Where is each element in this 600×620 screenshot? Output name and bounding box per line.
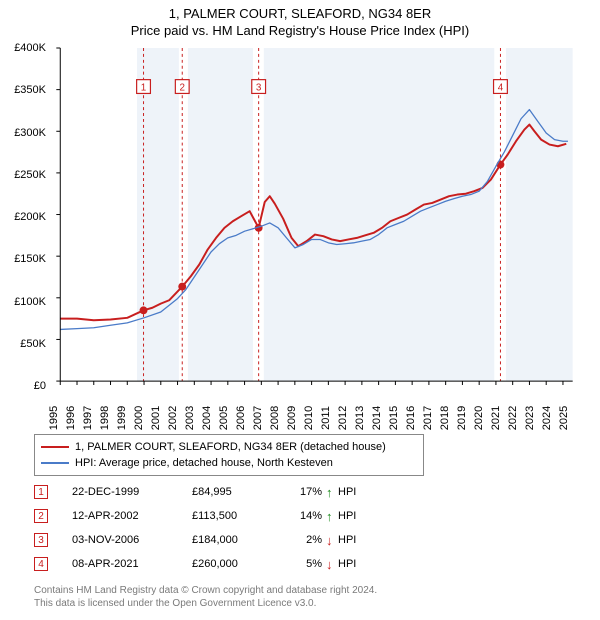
x-axis: 1995199619971998199920002001200220032004…: [54, 390, 574, 430]
x-tick-label: 2025: [558, 406, 570, 430]
x-tick-label: 1997: [82, 406, 94, 430]
event-arrow-icon: ↓: [326, 533, 338, 548]
chart-area: 1 2 3 4: [54, 48, 574, 386]
x-tick-label: 2003: [184, 406, 196, 430]
event-date: 03-NOV-2006: [72, 534, 192, 546]
event-arrow-icon: ↑: [326, 485, 338, 500]
footer-line2: This data is licensed under the Open Gov…: [34, 597, 377, 610]
price-chart-figure: 1, PALMER COURT, SLEAFORD, NG34 8ER Pric…: [0, 0, 600, 620]
event-arrow-icon: ↓: [326, 557, 338, 572]
footer-line1: Contains HM Land Registry data © Crown c…: [34, 584, 377, 597]
svg-text:3: 3: [256, 82, 262, 93]
x-tick-label: 2008: [269, 406, 281, 430]
footer: Contains HM Land Registry data © Crown c…: [34, 584, 377, 610]
title-subtitle: Price paid vs. HM Land Registry's House …: [0, 23, 600, 38]
y-tick-label: £400K: [14, 42, 46, 54]
x-tick-label: 2007: [252, 406, 264, 430]
event-price: £113,500: [192, 510, 282, 522]
event-price: £184,000: [192, 534, 282, 546]
y-tick-label: £150K: [14, 253, 46, 265]
y-tick-label: £350K: [14, 84, 46, 96]
svg-text:1: 1: [141, 82, 146, 93]
event-date: 08-APR-2021: [72, 558, 192, 570]
y-tick-label: £50K: [20, 338, 46, 350]
x-tick-label: 2018: [439, 406, 451, 430]
x-tick-label: 2013: [354, 406, 366, 430]
x-tick-label: 1999: [116, 406, 128, 430]
event-hpi-label: HPI: [338, 558, 368, 570]
event-row: 2 12-APR-2002£113,50014% ↑HPI: [34, 504, 434, 528]
x-tick-label: 2000: [133, 406, 145, 430]
legend-item: HPI: Average price, detached house, Nort…: [41, 455, 417, 471]
legend-swatch: [41, 462, 69, 463]
chart-svg: 1 2 3 4: [54, 48, 574, 386]
event-price: £84,995: [192, 486, 282, 498]
x-tick-label: 2017: [422, 406, 434, 430]
event-arrow-icon: ↑: [326, 509, 338, 524]
x-tick-label: 2011: [320, 406, 332, 430]
legend-item: 1, PALMER COURT, SLEAFORD, NG34 8ER (det…: [41, 439, 417, 455]
event-marker: 3: [34, 533, 48, 547]
x-tick-label: 1996: [65, 406, 77, 430]
event-row: 1 22-DEC-1999£84,99517% ↑HPI: [34, 480, 434, 504]
event-hpi-label: HPI: [338, 510, 368, 522]
x-tick-label: 2019: [456, 406, 468, 430]
y-tick-label: £300K: [14, 127, 46, 139]
x-tick-label: 2016: [405, 406, 417, 430]
x-tick-label: 2015: [388, 406, 400, 430]
x-tick-label: 2005: [218, 406, 230, 430]
x-tick-label: 2022: [507, 406, 519, 430]
event-marker: 1: [34, 485, 48, 499]
x-tick-label: 2021: [490, 406, 502, 430]
x-tick-label: 2012: [337, 406, 349, 430]
x-tick-label: 2004: [201, 406, 213, 430]
event-diff: 5%: [282, 558, 322, 570]
event-diff: 14%: [282, 510, 322, 522]
x-tick-label: 1998: [99, 406, 111, 430]
y-tick-label: £0: [34, 380, 46, 392]
event-marker: 4: [34, 557, 48, 571]
y-tick-label: £250K: [14, 169, 46, 181]
svg-text:2: 2: [180, 82, 185, 93]
y-tick-label: £100K: [14, 296, 46, 308]
event-date: 22-DEC-1999: [72, 486, 192, 498]
legend-swatch: [41, 446, 69, 448]
legend-label: 1, PALMER COURT, SLEAFORD, NG34 8ER (det…: [75, 441, 386, 453]
event-diff: 17%: [282, 486, 322, 498]
event-hpi-label: HPI: [338, 534, 368, 546]
legend: 1, PALMER COURT, SLEAFORD, NG34 8ER (det…: [34, 434, 424, 476]
event-price: £260,000: [192, 558, 282, 570]
x-tick-label: 2006: [235, 406, 247, 430]
svg-text:4: 4: [498, 82, 504, 93]
x-tick-label: 2002: [167, 406, 179, 430]
event-diff: 2%: [282, 534, 322, 546]
event-hpi-label: HPI: [338, 486, 368, 498]
y-tick-label: £200K: [14, 211, 46, 223]
x-tick-label: 2010: [303, 406, 315, 430]
y-axis: £0£50K£100K£150K£200K£250K£300K£350K£400…: [4, 48, 50, 386]
x-tick-label: 2024: [541, 406, 553, 430]
x-tick-label: 2009: [286, 406, 298, 430]
event-row: 4 08-APR-2021£260,0005% ↓HPI: [34, 552, 434, 576]
title-address: 1, PALMER COURT, SLEAFORD, NG34 8ER: [0, 6, 600, 21]
x-tick-label: 1995: [48, 406, 60, 430]
event-date: 12-APR-2002: [72, 510, 192, 522]
title-block: 1, PALMER COURT, SLEAFORD, NG34 8ER Pric…: [0, 0, 600, 38]
events-table: 122-DEC-1999£84,99517%↑HPI212-APR-2002£1…: [34, 480, 434, 576]
legend-label: HPI: Average price, detached house, Nort…: [75, 457, 333, 469]
x-tick-label: 2014: [371, 406, 383, 430]
event-marker: 2: [34, 509, 48, 523]
x-tick-label: 2020: [473, 406, 485, 430]
event-row: 3 03-NOV-2006£184,0002% ↓HPI: [34, 528, 434, 552]
x-tick-label: 2001: [150, 406, 162, 430]
x-tick-label: 2023: [524, 406, 536, 430]
